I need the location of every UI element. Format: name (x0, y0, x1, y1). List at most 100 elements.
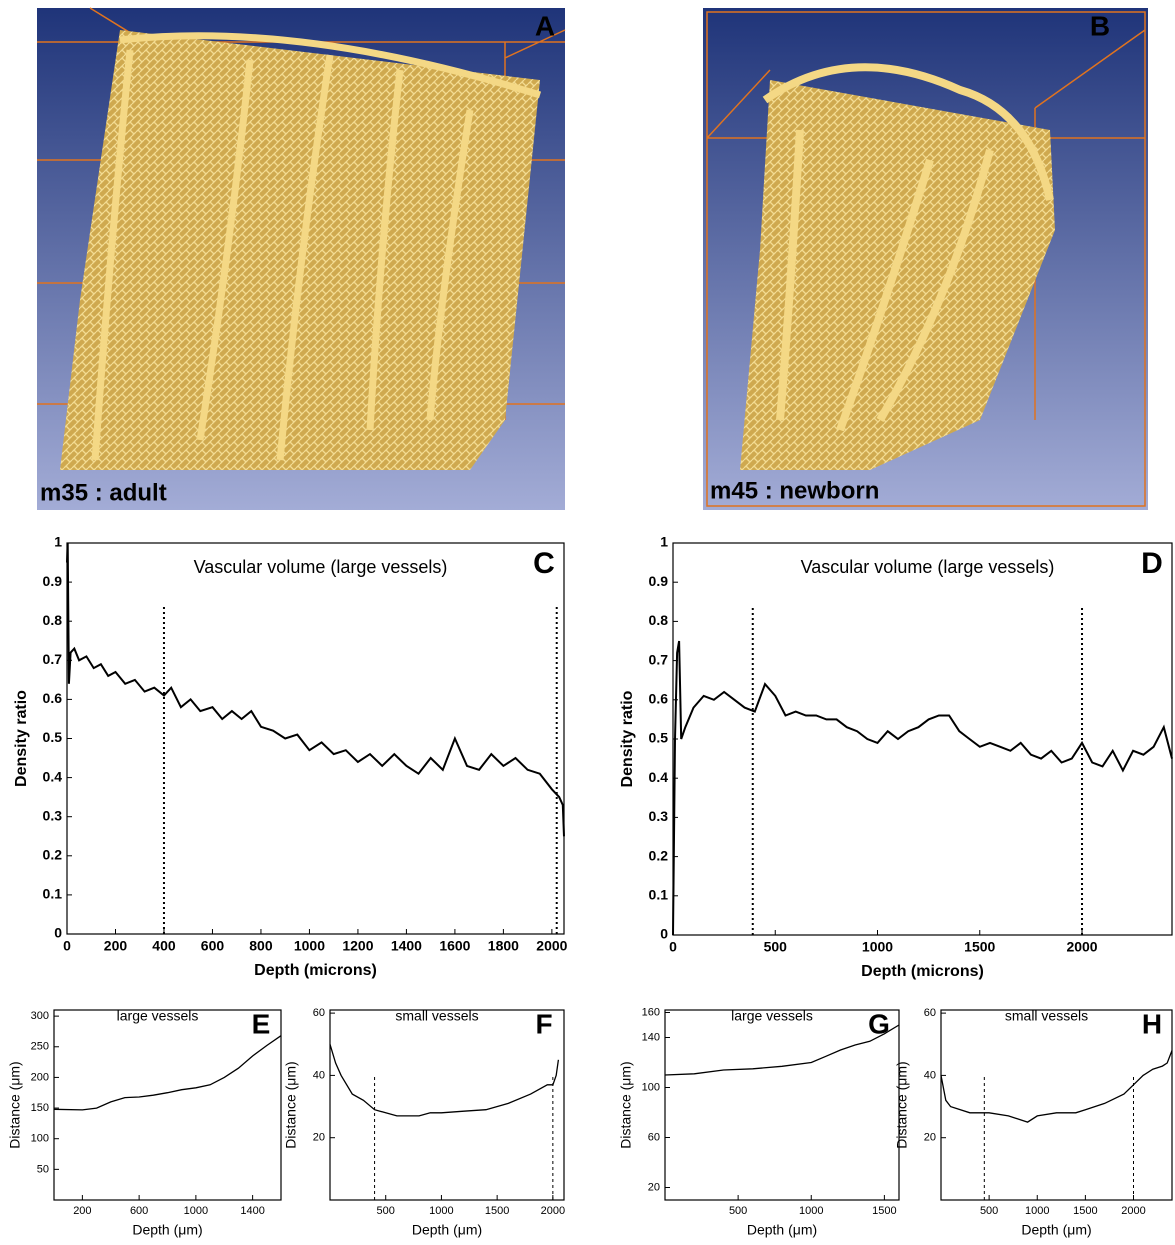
x-tick-label: 1800 (488, 938, 519, 954)
x-axis-label: Depth (microns) (254, 962, 377, 979)
y-tick-label: 0.1 (43, 886, 63, 902)
y-tick-label: 0.1 (649, 887, 669, 903)
y-tick-label: 0.6 (43, 690, 63, 706)
x-tick-label: 1400 (240, 1205, 264, 1217)
y-tick-label: 20 (924, 1132, 936, 1144)
large-vessels (91, 32, 542, 461)
y-tick-label: 60 (313, 1007, 325, 1019)
chart-title: small vessels (395, 1008, 478, 1024)
y-tick-label: 150 (31, 1102, 49, 1114)
x-axis-label: Depth (μm) (1021, 1222, 1091, 1238)
x-tick-label: 500 (764, 939, 788, 955)
x-tick-label: 1500 (964, 939, 995, 955)
panel-letter: C (533, 547, 555, 580)
y-axis-label: Distance (μm) (618, 1061, 634, 1148)
chart-panel: 0 0.1 0.2 0.3 0.4 0.5 0.6 0.7 0.8 0.9 1 0 500 1000 150… (619, 534, 1173, 980)
y-tick-label: 0.7 (43, 651, 63, 667)
y-tick-label: 1 (54, 534, 62, 550)
x-tick-label: 1000 (1025, 1205, 1049, 1217)
y-axis-label: Distance (μm) (283, 1061, 299, 1148)
y-tick-label: 0.3 (43, 807, 63, 823)
panel-caption: m45 : newborn (710, 477, 879, 504)
y-tick-label: 100 (642, 1081, 660, 1093)
y-tick-label: 0.9 (649, 573, 669, 589)
chart-title: Vascular volume (large vessels) (801, 557, 1055, 577)
panel-letter: A (535, 10, 555, 41)
x-tick-label: 1000 (294, 938, 325, 954)
y-axis-label: Density ratio (13, 690, 30, 787)
y-tick-label: 0.7 (649, 651, 669, 667)
y-tick-label: 200 (31, 1071, 49, 1083)
x-tick-label: 1500 (872, 1205, 896, 1217)
data-line (329, 1044, 560, 1117)
chart-panel: 20 40 60 500 1000 1500 2000 small vessels H Depth… (894, 1007, 1173, 1238)
x-tick-label: 0 (669, 939, 677, 955)
x-tick-label: 1000 (799, 1205, 823, 1217)
y-tick-label: 0.5 (649, 730, 669, 746)
x-tick-label: 2000 (1066, 939, 1097, 955)
x-tick-label: 2000 (536, 938, 567, 954)
y-tick-label: 40 (924, 1069, 936, 1081)
y-tick-label: 0.3 (649, 808, 669, 824)
y-tick-label: 40 (313, 1069, 325, 1081)
panel-letter: B (1090, 10, 1110, 41)
y-tick-label: 0.9 (43, 573, 63, 589)
y-tick-label: 0 (660, 926, 668, 942)
plot-frame (53, 1009, 282, 1201)
plot-frame (664, 1009, 900, 1201)
x-tick-label: 1200 (342, 938, 373, 954)
chart-title: large vessels (117, 1008, 199, 1024)
panel-letter: G (868, 1008, 890, 1039)
chart-title: large vessels (731, 1008, 813, 1024)
x-tick-label: 1500 (485, 1205, 509, 1217)
y-tick-label: 0.4 (43, 768, 63, 784)
x-tick-label: 1000 (184, 1205, 208, 1217)
x-tick-label: 1000 (862, 939, 893, 955)
plot-frame (940, 1009, 1173, 1201)
x-tick-label: 600 (130, 1205, 148, 1217)
panel-letter: F (535, 1008, 552, 1039)
y-axis-label: Distance (μm) (7, 1061, 23, 1148)
plot-frame (66, 542, 565, 935)
x-tick-label: 0 (63, 938, 71, 954)
large-vessels (762, 63, 1054, 432)
y-tick-label: 60 (924, 1007, 936, 1019)
data-line (664, 1024, 900, 1076)
y-tick-label: 300 (31, 1010, 49, 1022)
y-tick-label: 0.2 (649, 847, 669, 863)
data-line (66, 542, 565, 837)
panel-letter: H (1142, 1008, 1162, 1039)
chart-panel: 50 100 150 200 250 300 200 600 1000 1400 large ves… (7, 1008, 282, 1238)
y-tick-label: 0 (54, 925, 62, 941)
x-tick-label: 500 (729, 1205, 747, 1217)
panel-letter: D (1141, 547, 1163, 580)
x-axis-label: Depth (μm) (132, 1222, 202, 1238)
y-tick-label: 50 (37, 1163, 49, 1175)
x-tick-label: 1600 (439, 938, 470, 954)
x-axis-label: Depth (μm) (412, 1222, 482, 1238)
y-tick-label: 0.8 (43, 612, 63, 628)
y-tick-label: 1 (660, 534, 668, 550)
plot-frame (329, 1009, 565, 1201)
data-line (53, 1035, 282, 1111)
y-tick-label: 160 (642, 1006, 660, 1018)
y-axis-label: Distance (μm) (894, 1061, 910, 1148)
y-tick-label: 0.6 (649, 691, 669, 707)
x-tick-label: 2000 (541, 1205, 565, 1217)
panel-b: B m45 : newborn (703, 8, 1148, 510)
panel-letter: E (252, 1008, 271, 1039)
y-tick-label: 20 (648, 1181, 660, 1193)
y-tick-label: 100 (31, 1133, 49, 1145)
y-tick-label: 0.2 (43, 847, 63, 863)
x-tick-label: 1400 (391, 938, 422, 954)
y-tick-label: 140 (642, 1031, 660, 1043)
x-tick-label: 400 (152, 938, 176, 954)
x-tick-label: 200 (104, 938, 128, 954)
x-tick-label: 800 (249, 938, 273, 954)
x-tick-label: 600 (201, 938, 225, 954)
x-tick-label: 200 (73, 1205, 91, 1217)
y-axis-label: Density ratio (619, 690, 636, 787)
vessel-render (740, 80, 1055, 470)
chart-panel: 0 0.1 0.2 0.3 0.4 0.5 0.6 0.7 0.8 0.9 1 0 200 400 600 8… (13, 534, 567, 980)
chart-panel: 20 40 60 500 1000 1500 2000 small vessels F Depth… (283, 1007, 565, 1238)
